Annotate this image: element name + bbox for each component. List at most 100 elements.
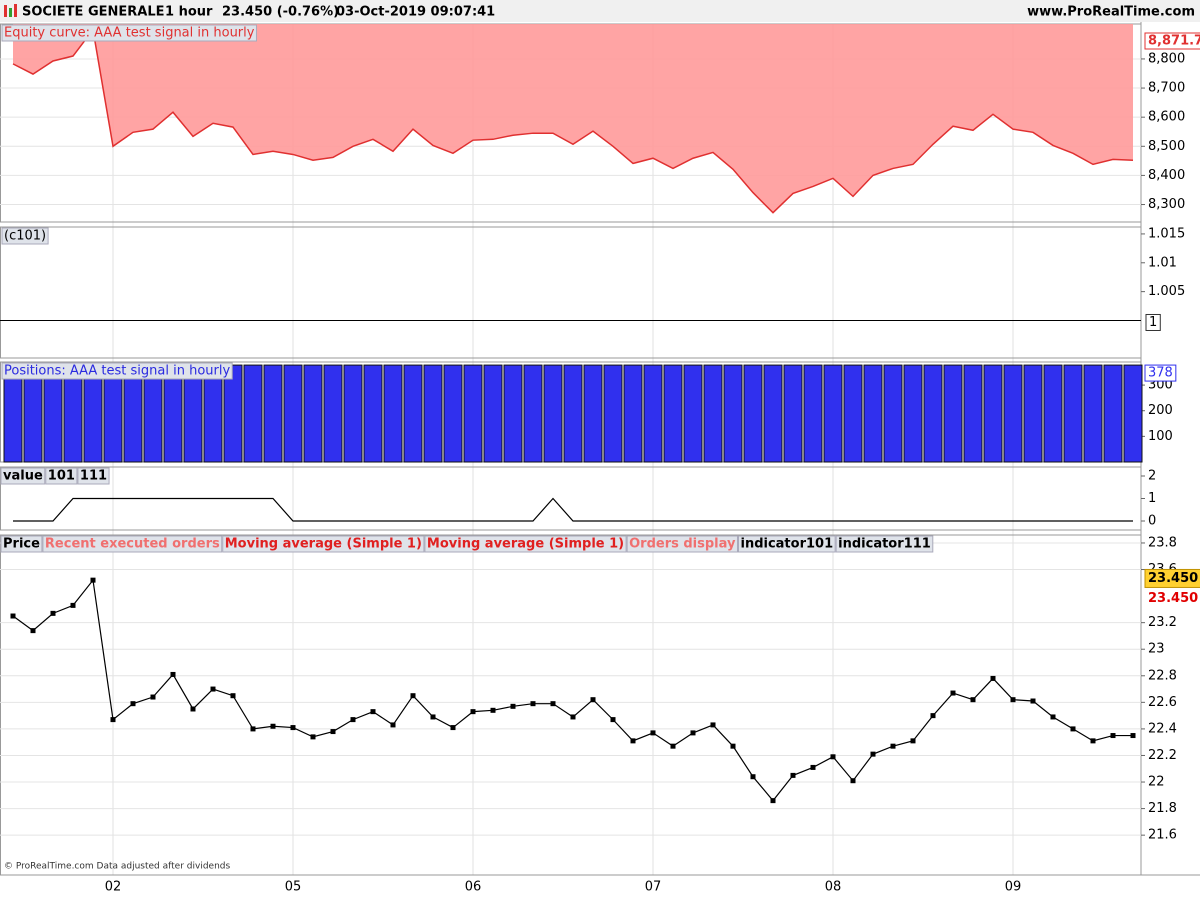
price-marker [570, 714, 576, 720]
price-marker [830, 754, 836, 760]
last-price-box [1144, 568, 1200, 588]
legend-item-box [0, 467, 46, 485]
price-marker [810, 764, 816, 770]
price-marker [1070, 726, 1076, 732]
position-bar [263, 364, 283, 463]
price-marker [510, 703, 516, 709]
position-bar [743, 364, 763, 463]
price-marker [250, 726, 256, 732]
position-bar [543, 364, 563, 463]
position-bar [1003, 364, 1023, 463]
price-marker [70, 602, 76, 608]
position-bar [643, 364, 663, 463]
last-position: 378 [1148, 366, 1173, 381]
price-marker [150, 694, 156, 700]
position-bar [23, 364, 43, 463]
legend-item-box [42, 535, 223, 553]
legend-item-box [222, 535, 425, 553]
position-bar [683, 364, 703, 463]
price-marker [10, 613, 16, 619]
equity-area [13, 24, 1133, 213]
y-tick-label: 23.2 [1148, 615, 1177, 630]
c101-value: 1 [1149, 315, 1157, 330]
price-marker [310, 734, 316, 740]
legend-item: indicator101 [740, 537, 833, 552]
panel-title-box [1, 227, 49, 245]
y-tick-label: 23.8 [1148, 535, 1177, 550]
indicator-line [13, 497, 1133, 522]
position-bar [183, 364, 203, 463]
price-marker [370, 709, 376, 715]
position-bar [563, 364, 583, 463]
legend-item-box [424, 535, 627, 553]
header-bar [0, 0, 1200, 22]
price-marker [910, 738, 916, 744]
legend-item-box [0, 535, 43, 553]
panel-title-box [1, 362, 233, 380]
position-bar [363, 364, 383, 463]
y-tick-label: 1.015 [1148, 226, 1185, 241]
price-marker [950, 690, 956, 696]
legend-item-box [45, 467, 78, 485]
y-tick-label: 22.6 [1148, 695, 1177, 710]
site: www.ProRealTime.com [1027, 5, 1195, 20]
position-bar [443, 364, 463, 463]
y-tick-label: 100 [1148, 429, 1173, 444]
price-marker [270, 723, 276, 729]
price-marker [230, 693, 236, 699]
position-bar [583, 364, 603, 463]
legend-item-box [835, 535, 934, 553]
price-marker [490, 707, 496, 713]
y-tick-label: 22.8 [1148, 668, 1177, 683]
position-bar [783, 364, 803, 463]
legend-item-box [77, 467, 110, 485]
position-bar [623, 364, 643, 463]
position-bar [1083, 364, 1103, 463]
price-marker [850, 778, 856, 784]
position-bar [123, 364, 143, 463]
position-bar [963, 364, 983, 463]
position-bar [1123, 364, 1143, 463]
price-marker [170, 671, 176, 677]
legend-item: Price [3, 537, 40, 552]
legend-item: indicator111 [838, 537, 931, 552]
price-marker [1050, 714, 1056, 720]
x-tick-label: 05 [285, 880, 302, 895]
datetime: 03-Oct-2019 09:07:41 [336, 5, 495, 20]
price-marker [870, 751, 876, 757]
y-tick-label: 8,600 [1148, 110, 1185, 125]
position-bar [43, 364, 63, 463]
price-marker [670, 743, 676, 749]
position-bar [63, 364, 83, 463]
panel-title: Positions: AAA test signal in hourly [4, 364, 230, 379]
legend-item: Recent executed orders [45, 537, 220, 552]
y-tick-label: 23 [1148, 642, 1165, 657]
price-marker [130, 701, 136, 707]
y-tick-label: 0 [1148, 514, 1156, 529]
position-bar [1043, 364, 1063, 463]
y-tick-label: 8,700 [1148, 81, 1185, 96]
price-marker [410, 693, 416, 699]
y-tick-label: 21.8 [1148, 801, 1177, 816]
y-tick-label: 8,800 [1148, 51, 1185, 66]
position-bar [663, 364, 683, 463]
legend-item-box [626, 535, 738, 553]
footer: © ProRealTime.com Data adjusted after di… [4, 862, 230, 872]
panel-title: Equity curve: AAA test signal in hourly [4, 26, 255, 41]
position-bar [723, 364, 743, 463]
position-bar [163, 364, 183, 463]
quote: 23.450 (-0.76%) [222, 5, 339, 20]
price-marker [50, 610, 56, 616]
position-bar [303, 364, 323, 463]
price-marker [930, 713, 936, 719]
position-bar [943, 364, 963, 463]
last-value-label: 8,871.7 [1148, 34, 1200, 49]
last-price: 23.450 [1148, 571, 1198, 586]
y-tick-label: 22.4 [1148, 721, 1177, 736]
x-tick-label: 07 [645, 880, 662, 895]
x-tick-label: 06 [465, 880, 482, 895]
instrument: SOCIETE GENERALE [22, 5, 165, 20]
position-bar [703, 364, 723, 463]
position-bar [603, 364, 623, 463]
position-bar [1103, 364, 1123, 463]
